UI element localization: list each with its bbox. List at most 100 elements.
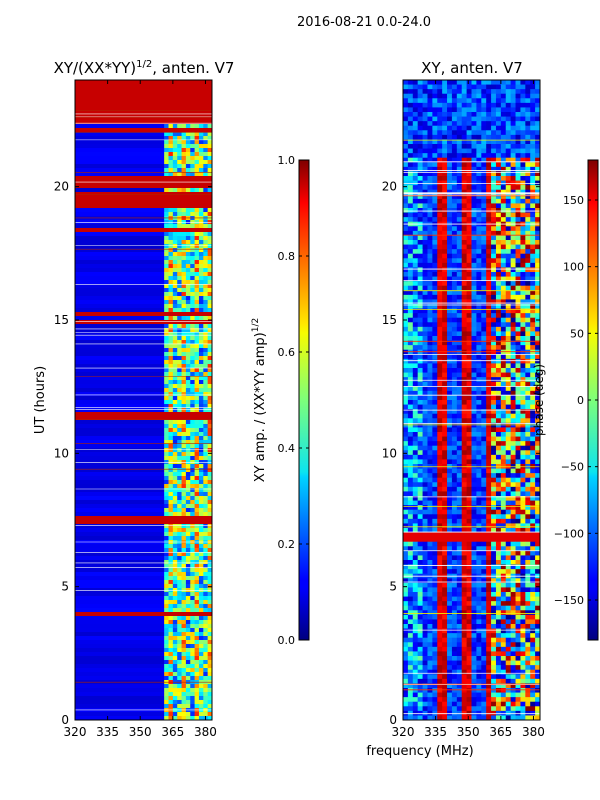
heatmap-cell bbox=[194, 568, 200, 573]
heatmap-cell bbox=[194, 360, 200, 365]
heatmap-cell bbox=[207, 628, 212, 633]
heatmap-cell bbox=[535, 532, 540, 538]
heatmap-cell bbox=[442, 436, 448, 442]
heatmap-cell bbox=[177, 684, 182, 689]
heatmap-cell bbox=[190, 360, 196, 365]
heatmap-cell bbox=[407, 189, 414, 195]
heatmap-cell bbox=[535, 368, 540, 373]
heatmap-cell bbox=[481, 354, 487, 360]
heatmap-cell bbox=[181, 536, 187, 541]
heatmap-cell bbox=[432, 349, 438, 355]
heatmap-cell bbox=[412, 477, 419, 483]
heatmap-cell bbox=[168, 672, 174, 677]
heatmap-cell bbox=[177, 152, 182, 157]
heatmap-cell bbox=[491, 459, 497, 465]
heatmap-cell bbox=[476, 185, 482, 191]
heatmap-cell bbox=[525, 390, 531, 396]
heatmap-cell bbox=[407, 84, 414, 90]
heatmap-cell bbox=[422, 336, 428, 341]
heatmap-cell bbox=[164, 296, 169, 301]
heatmap-cell bbox=[412, 532, 419, 538]
heatmap-cell bbox=[190, 576, 196, 581]
heatmap-cell bbox=[515, 331, 521, 337]
heatmap-cell bbox=[194, 268, 200, 273]
heatmap-cell bbox=[407, 358, 414, 364]
heatmap-cell bbox=[515, 496, 521, 501]
heatmap-cell bbox=[451, 304, 458, 309]
heatmap-cell bbox=[432, 445, 438, 451]
heatmap-cell bbox=[407, 226, 414, 232]
heatmap-cell bbox=[177, 140, 182, 145]
heatmap-cell bbox=[505, 450, 512, 456]
heatmap-cell bbox=[198, 652, 204, 657]
heatmap-cell bbox=[190, 264, 196, 269]
heatmap-cell bbox=[407, 468, 414, 474]
heatmap-cell bbox=[505, 212, 512, 218]
heatmap-cell bbox=[442, 482, 448, 488]
heatmap-cell bbox=[194, 148, 200, 153]
heatmap-cell bbox=[207, 580, 212, 585]
heatmap-cell bbox=[461, 285, 468, 291]
heatmap-cell bbox=[471, 107, 477, 113]
heatmap-cell bbox=[207, 600, 212, 605]
heatmap-cell bbox=[407, 500, 414, 506]
heatmap-cell bbox=[168, 324, 174, 329]
heatmap-cell bbox=[75, 232, 165, 237]
heatmap-cell bbox=[520, 134, 526, 140]
heatmap-cell bbox=[476, 436, 482, 442]
heatmap-cell bbox=[530, 317, 536, 323]
heatmap-cell bbox=[194, 528, 200, 533]
heatmap-cell bbox=[207, 288, 212, 293]
heatmap-cell bbox=[451, 258, 458, 264]
heatmap-cell bbox=[75, 516, 212, 521]
heatmap-cell bbox=[535, 262, 540, 268]
heatmap-cell bbox=[500, 404, 507, 410]
heatmap-cell bbox=[190, 420, 196, 425]
heatmap-cell bbox=[486, 267, 492, 273]
heatmap-cell bbox=[466, 555, 472, 561]
heatmap-cell bbox=[476, 331, 482, 337]
heatmap-cell bbox=[168, 604, 174, 609]
heatmap-cell bbox=[525, 336, 531, 341]
heatmap-cell bbox=[412, 450, 419, 456]
heatmap-cell bbox=[481, 523, 487, 529]
heatmap-cell bbox=[515, 171, 521, 177]
heatmap-cell bbox=[203, 712, 209, 717]
heatmap-cell bbox=[403, 468, 409, 474]
heatmap-cell bbox=[194, 428, 200, 433]
heatmap-cell bbox=[185, 308, 191, 313]
heatmap-cell bbox=[481, 194, 487, 200]
heatmap-cell bbox=[500, 528, 507, 533]
heatmap-cell bbox=[75, 120, 212, 125]
heatmap-cell bbox=[456, 116, 463, 122]
heatmap-cell bbox=[471, 358, 477, 364]
heatmap-cell bbox=[447, 125, 453, 131]
heatmap-cell bbox=[525, 541, 531, 547]
heatmap-cell bbox=[447, 450, 453, 456]
heatmap-cell bbox=[500, 153, 507, 159]
heatmap-cell bbox=[437, 445, 443, 451]
heatmap-cell bbox=[172, 440, 178, 445]
heatmap-cell bbox=[194, 512, 200, 517]
heatmap-cell bbox=[194, 424, 200, 429]
heatmap-cell bbox=[530, 432, 536, 437]
panel1-axes-frame bbox=[74, 79, 213, 721]
heatmap-cell bbox=[437, 518, 443, 524]
heatmap-cell bbox=[461, 230, 468, 236]
heatmap-cell bbox=[515, 290, 521, 296]
heatmap-cell bbox=[505, 249, 512, 255]
heatmap-cell bbox=[500, 459, 507, 465]
heatmap-cell bbox=[505, 441, 512, 447]
heatmap-cell bbox=[412, 340, 419, 346]
heatmap-cell bbox=[168, 568, 174, 573]
panel-amplitude: XY/(XX*YY)1/2, anten. V7 320 335 350 365 380… bbox=[33, 59, 234, 739]
heatmap-cell bbox=[407, 523, 414, 529]
heatmap-cell bbox=[177, 624, 182, 629]
heatmap-cell bbox=[427, 93, 433, 99]
heatmap-cell bbox=[172, 340, 178, 345]
heatmap-cell bbox=[403, 121, 409, 127]
heatmap-cell bbox=[505, 217, 512, 223]
heatmap-cell bbox=[520, 340, 526, 346]
heatmap-cell bbox=[194, 292, 200, 297]
